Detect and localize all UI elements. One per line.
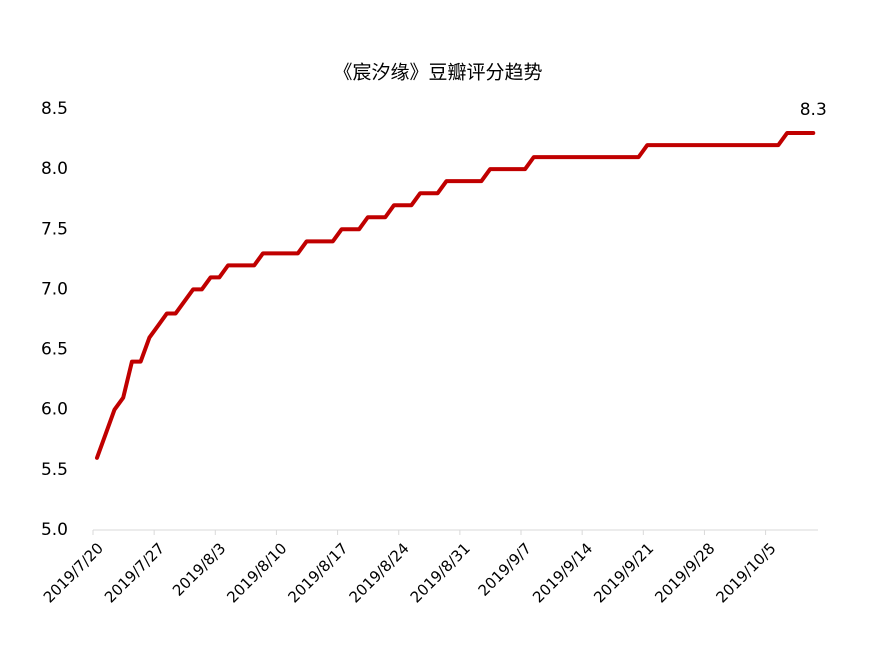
x-tick-label: 2019/7/20 xyxy=(40,539,107,606)
y-tick-label: 5.0 xyxy=(41,520,68,540)
x-tick-label: 2019/7/27 xyxy=(101,539,168,606)
chart-title: 《宸汐缘》豆瓣评分趋势 xyxy=(333,62,542,84)
x-tick-label: 2019/9/14 xyxy=(529,539,596,606)
y-tick-label: 8.0 xyxy=(41,159,68,179)
x-tick-label: 2019/8/3 xyxy=(169,539,229,599)
y-tick-label: 8.5 xyxy=(41,99,68,119)
x-tick-label: 2019/8/17 xyxy=(284,539,351,606)
y-tick-label: 7.5 xyxy=(41,219,68,239)
y-tick-label: 6.5 xyxy=(41,340,68,360)
y-tick-label: 7.0 xyxy=(41,279,68,299)
x-tick-label: 2019/9/28 xyxy=(651,539,718,606)
x-tick-label: 2019/8/24 xyxy=(346,539,413,606)
line-series xyxy=(95,131,816,460)
x-tick-label: 2019/10/5 xyxy=(712,539,779,606)
x-tick-label: 2019/9/21 xyxy=(590,539,657,606)
x-tick-label: 2019/9/7 xyxy=(475,539,535,599)
data-label: 8.3 xyxy=(800,100,827,120)
y-tick-label: 5.5 xyxy=(41,460,68,480)
y-tick-label: 6.0 xyxy=(41,400,68,420)
x-tick-label: 2019/8/10 xyxy=(223,539,290,606)
x-tick-label: 2019/8/31 xyxy=(407,539,474,606)
